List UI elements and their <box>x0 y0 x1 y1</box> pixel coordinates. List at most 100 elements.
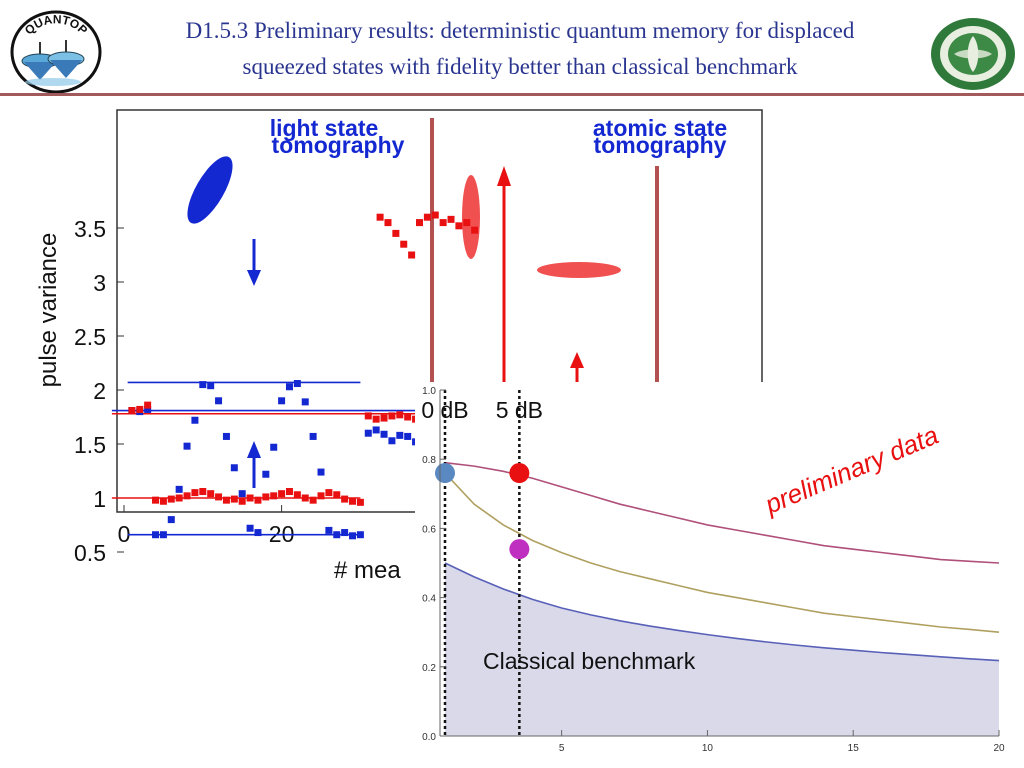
blue-data-point <box>246 524 254 532</box>
blue-data-point <box>262 470 270 478</box>
blue-data-point <box>293 380 301 388</box>
blue-data-point <box>349 532 357 540</box>
title-rule <box>0 93 1024 96</box>
red-data-point <box>404 413 412 421</box>
blue-data-point <box>356 531 364 539</box>
red-data-point <box>207 490 215 498</box>
red-data-point <box>238 497 246 505</box>
red-data-point <box>199 488 207 496</box>
arrow-up-blue <box>247 441 261 488</box>
y-tick-label: 3 <box>93 270 106 296</box>
red-data-point <box>388 412 396 420</box>
blue-data-point <box>199 381 207 389</box>
blue-data-point <box>254 529 262 537</box>
inset-y-tick-label: 0.8 <box>422 455 436 466</box>
blue-data-point <box>207 382 215 390</box>
blue-data-point <box>159 531 167 539</box>
quantop-logo: QUANTOP <box>10 10 102 94</box>
red-data-point <box>380 414 388 422</box>
red-data-point <box>136 405 144 413</box>
blue-data-point <box>230 464 238 472</box>
y-tick-label: 2.5 <box>74 324 106 350</box>
red-data-point <box>447 215 455 223</box>
red-data-point <box>183 492 191 500</box>
blue-data-point <box>175 485 183 493</box>
red-data-point <box>128 407 136 415</box>
red-data-point <box>376 213 384 221</box>
blue-data-point <box>364 429 372 437</box>
red-data-point <box>423 213 431 221</box>
red-data-point <box>309 496 317 504</box>
red-data-point <box>431 211 439 219</box>
atomic-tomography-label-1: atomic state <box>593 115 727 141</box>
inset-y-tick-label: 0.4 <box>422 594 436 605</box>
fidelity-chart: 0 dB 5 dB 0.0 0.2 0.4 0.6 0.8 1.0 5 10 15 20 Clas… <box>415 382 1024 768</box>
fidelity-curve-3 <box>444 562 1000 662</box>
red-data-point <box>278 490 286 498</box>
inset-x-tick-label: 15 <box>848 743 860 754</box>
blue-data-point <box>285 383 293 391</box>
classical-benchmark-area <box>445 563 999 736</box>
db-marker-label: 0 dB <box>421 397 468 423</box>
red-data-point <box>471 226 479 234</box>
red-data-point <box>333 491 341 499</box>
red-data-point <box>455 222 463 230</box>
fidelity-curve-2 <box>444 472 1000 633</box>
red-data-point <box>191 489 199 497</box>
red-data-point <box>144 401 152 409</box>
red-data-point <box>356 498 364 506</box>
red-data-point <box>246 494 254 502</box>
blue-data-point <box>144 405 152 413</box>
red-data-point <box>215 493 223 501</box>
red-data-point <box>384 219 392 227</box>
blue-data-point <box>380 430 388 438</box>
inset-x-tick-label: 10 <box>702 743 714 754</box>
red-data-point <box>396 411 404 419</box>
red-data-point <box>262 493 270 501</box>
blue-squeezed-ellipse <box>187 156 233 224</box>
red-data-point <box>463 219 471 227</box>
blue-data-point <box>341 529 349 537</box>
blue-data-point <box>388 437 396 445</box>
db-marker-label: 5 dB <box>496 397 543 423</box>
red-data-point <box>392 229 400 237</box>
arrow-up-red <box>497 166 511 386</box>
red-data-point <box>349 497 357 505</box>
blue-data-point <box>152 531 160 539</box>
red-data-point <box>408 251 416 259</box>
fidelity-curve-1 <box>444 461 1000 564</box>
inset-y-tick-label: 0.2 <box>422 663 436 674</box>
blue-data-point <box>333 531 341 539</box>
title-line-2: squeezed states with fidelity better tha… <box>242 54 798 79</box>
atomic-tomography-label-2: tomography <box>594 132 727 158</box>
blue-data-point <box>372 426 380 434</box>
inset-x-tick-label: 20 <box>993 743 1005 754</box>
red-data-point <box>317 492 325 500</box>
x-tick-label: 0 <box>118 521 131 547</box>
y-tick-label: 0.5 <box>74 540 106 566</box>
blue-data-point <box>183 442 191 450</box>
red-data-point <box>270 492 278 500</box>
blue-data-point <box>301 398 309 406</box>
inset-y-tick-label: 1.0 <box>422 386 436 397</box>
inset-x-tick-label: 5 <box>559 743 565 754</box>
y-tick-label: 2 <box>93 378 106 404</box>
blue-data-point <box>396 431 404 439</box>
y-tick-label: 1.5 <box>74 432 106 458</box>
blue-data-point <box>167 516 175 524</box>
y-axis-label: pulse variance <box>35 233 62 388</box>
highlight-point <box>509 463 530 484</box>
blue-data-point <box>215 397 223 405</box>
highlight-point <box>509 539 530 560</box>
light-tomography-label-2: tomography <box>272 132 405 158</box>
highlight-point <box>435 463 455 484</box>
blue-data-point <box>317 468 325 476</box>
red-data-point <box>293 491 301 499</box>
blue-data-point <box>309 432 317 440</box>
red-data-point <box>400 240 408 248</box>
blue-data-point <box>238 490 246 498</box>
blue-data-point <box>325 526 333 534</box>
university-seal-icon <box>931 18 1015 90</box>
blue-data-point <box>404 432 412 440</box>
